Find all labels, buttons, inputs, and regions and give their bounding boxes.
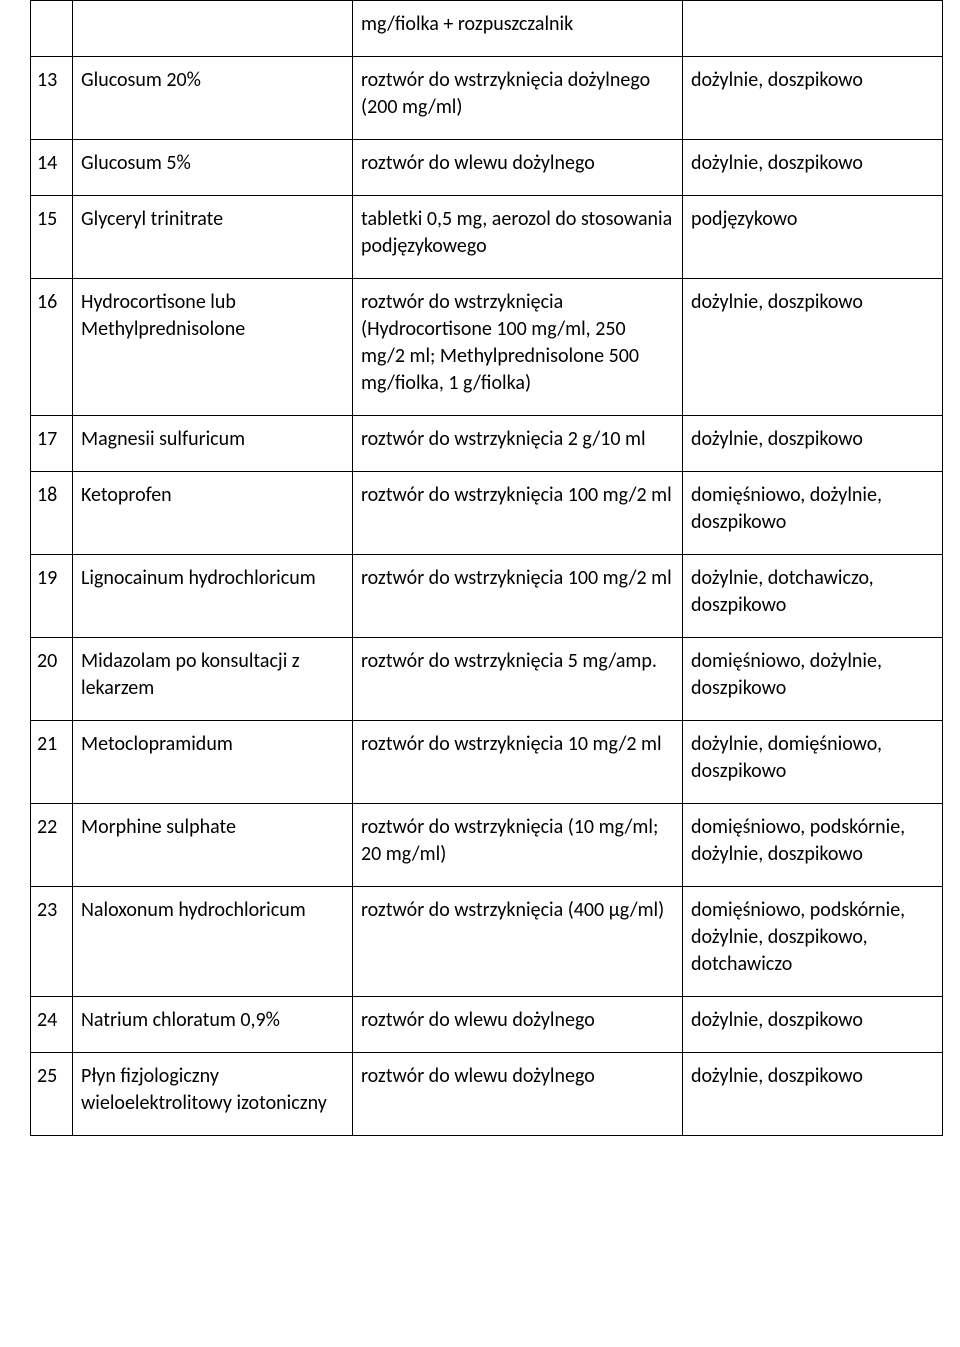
administration-route: domięśniowo, podskórnie, dożylnie, doszp…	[683, 804, 943, 887]
administration-route: dożylnie, doszpikowo	[683, 1053, 943, 1136]
medication-name: Natrium chloratum 0,9%	[73, 997, 353, 1053]
pharmaceutical-form: roztwór do wstrzyknięcia 100 mg/2 ml	[353, 555, 683, 638]
pharmaceutical-form: roztwór do wstrzyknięcia (400 µg/ml)	[353, 887, 683, 997]
pharmaceutical-form: roztwór do wlewu dożylnego	[353, 1053, 683, 1136]
table-row: 18Ketoprofenroztwór do wstrzyknięcia 100…	[31, 472, 943, 555]
administration-route: domięśniowo, podskórnie, dożylnie, doszp…	[683, 887, 943, 997]
administration-route: dożylnie, doszpikowo	[683, 57, 943, 140]
pharmaceutical-form: roztwór do wstrzyknięcia 5 mg/amp.	[353, 638, 683, 721]
row-number: 20	[31, 638, 73, 721]
row-number: 14	[31, 140, 73, 196]
medication-table: mg/fiolka + rozpuszczalnik13Glucosum 20%…	[30, 0, 943, 1136]
medication-name: Lignocainum hydrochloricum	[73, 555, 353, 638]
administration-route: dożylnie, dotchawiczo, doszpikowo	[683, 555, 943, 638]
table-row: 17Magnesii sulfuricumroztwór do wstrzykn…	[31, 416, 943, 472]
medication-name: Metoclopramidum	[73, 721, 353, 804]
pharmaceutical-form: roztwór do wstrzyknięcia 100 mg/2 ml	[353, 472, 683, 555]
medication-name: Morphine sulphate	[73, 804, 353, 887]
row-number: 18	[31, 472, 73, 555]
administration-route: dożylnie, doszpikowo	[683, 997, 943, 1053]
row-number: 21	[31, 721, 73, 804]
table-row: 16Hydrocortisone lub Methylprednisoloner…	[31, 279, 943, 416]
table-row: 13Glucosum 20%roztwór do wstrzyknięcia d…	[31, 57, 943, 140]
pharmaceutical-form: tabletki 0,5 mg, aerozol do stosowania p…	[353, 196, 683, 279]
table-row: 25Płyn fizjologiczny wieloelektrolitowy …	[31, 1053, 943, 1136]
pharmaceutical-form: mg/fiolka + rozpuszczalnik	[353, 1, 683, 57]
row-number: 22	[31, 804, 73, 887]
pharmaceutical-form: roztwór do wlewu dożylnego	[353, 140, 683, 196]
administration-route: dożylnie, domięśniowo, doszpikowo	[683, 721, 943, 804]
table-body: mg/fiolka + rozpuszczalnik13Glucosum 20%…	[31, 1, 943, 1136]
row-number: 25	[31, 1053, 73, 1136]
row-number: 23	[31, 887, 73, 997]
pharmaceutical-form: roztwór do wstrzyknięcia (10 mg/ml; 20 m…	[353, 804, 683, 887]
medication-name: Ketoprofen	[73, 472, 353, 555]
medication-name: Płyn fizjologiczny wieloelektrolitowy iz…	[73, 1053, 353, 1136]
row-number: 15	[31, 196, 73, 279]
pharmaceutical-form: roztwór do wstrzyknięcia 10 mg/2 ml	[353, 721, 683, 804]
administration-route: domięśniowo, dożylnie, doszpikowo	[683, 638, 943, 721]
table-row: 14Glucosum 5%roztwór do wlewu dożylnegod…	[31, 140, 943, 196]
administration-route: dożylnie, doszpikowo	[683, 416, 943, 472]
document-page: mg/fiolka + rozpuszczalnik13Glucosum 20%…	[0, 0, 960, 1176]
medication-name: Magnesii sulfuricum	[73, 416, 353, 472]
medication-name	[73, 1, 353, 57]
row-number	[31, 1, 73, 57]
row-number: 19	[31, 555, 73, 638]
medication-name: Glucosum 20%	[73, 57, 353, 140]
row-number: 24	[31, 997, 73, 1053]
table-row: 22Morphine sulphateroztwór do wstrzyknię…	[31, 804, 943, 887]
table-row: 23Naloxonum hydrochloricumroztwór do wst…	[31, 887, 943, 997]
medication-name: Glucosum 5%	[73, 140, 353, 196]
pharmaceutical-form: roztwór do wstrzyknięcia dożylnego (200 …	[353, 57, 683, 140]
row-number: 17	[31, 416, 73, 472]
row-number: 16	[31, 279, 73, 416]
table-row: 24Natrium chloratum 0,9%roztwór do wlewu…	[31, 997, 943, 1053]
medication-name: Midazolam po konsultacji z lekarzem	[73, 638, 353, 721]
pharmaceutical-form: roztwór do wstrzyknięcia 2 g/10 ml	[353, 416, 683, 472]
administration-route: podjęzykowo	[683, 196, 943, 279]
administration-route	[683, 1, 943, 57]
medication-name: Glyceryl trinitrate	[73, 196, 353, 279]
administration-route: domięśniowo, dożylnie, doszpikowo	[683, 472, 943, 555]
administration-route: dożylnie, doszpikowo	[683, 279, 943, 416]
pharmaceutical-form: roztwór do wlewu dożylnego	[353, 997, 683, 1053]
medication-name: Hydrocortisone lub Methylprednisolone	[73, 279, 353, 416]
table-row: mg/fiolka + rozpuszczalnik	[31, 1, 943, 57]
table-row: 15Glyceryl trinitratetabletki 0,5 mg, ae…	[31, 196, 943, 279]
table-row: 20Midazolam po konsultacji z lekarzemroz…	[31, 638, 943, 721]
table-row: 19Lignocainum hydrochloricumroztwór do w…	[31, 555, 943, 638]
row-number: 13	[31, 57, 73, 140]
medication-name: Naloxonum hydrochloricum	[73, 887, 353, 997]
table-row: 21Metoclopramidumroztwór do wstrzyknięci…	[31, 721, 943, 804]
pharmaceutical-form: roztwór do wstrzyknięcia (Hydrocortisone…	[353, 279, 683, 416]
administration-route: dożylnie, doszpikowo	[683, 140, 943, 196]
